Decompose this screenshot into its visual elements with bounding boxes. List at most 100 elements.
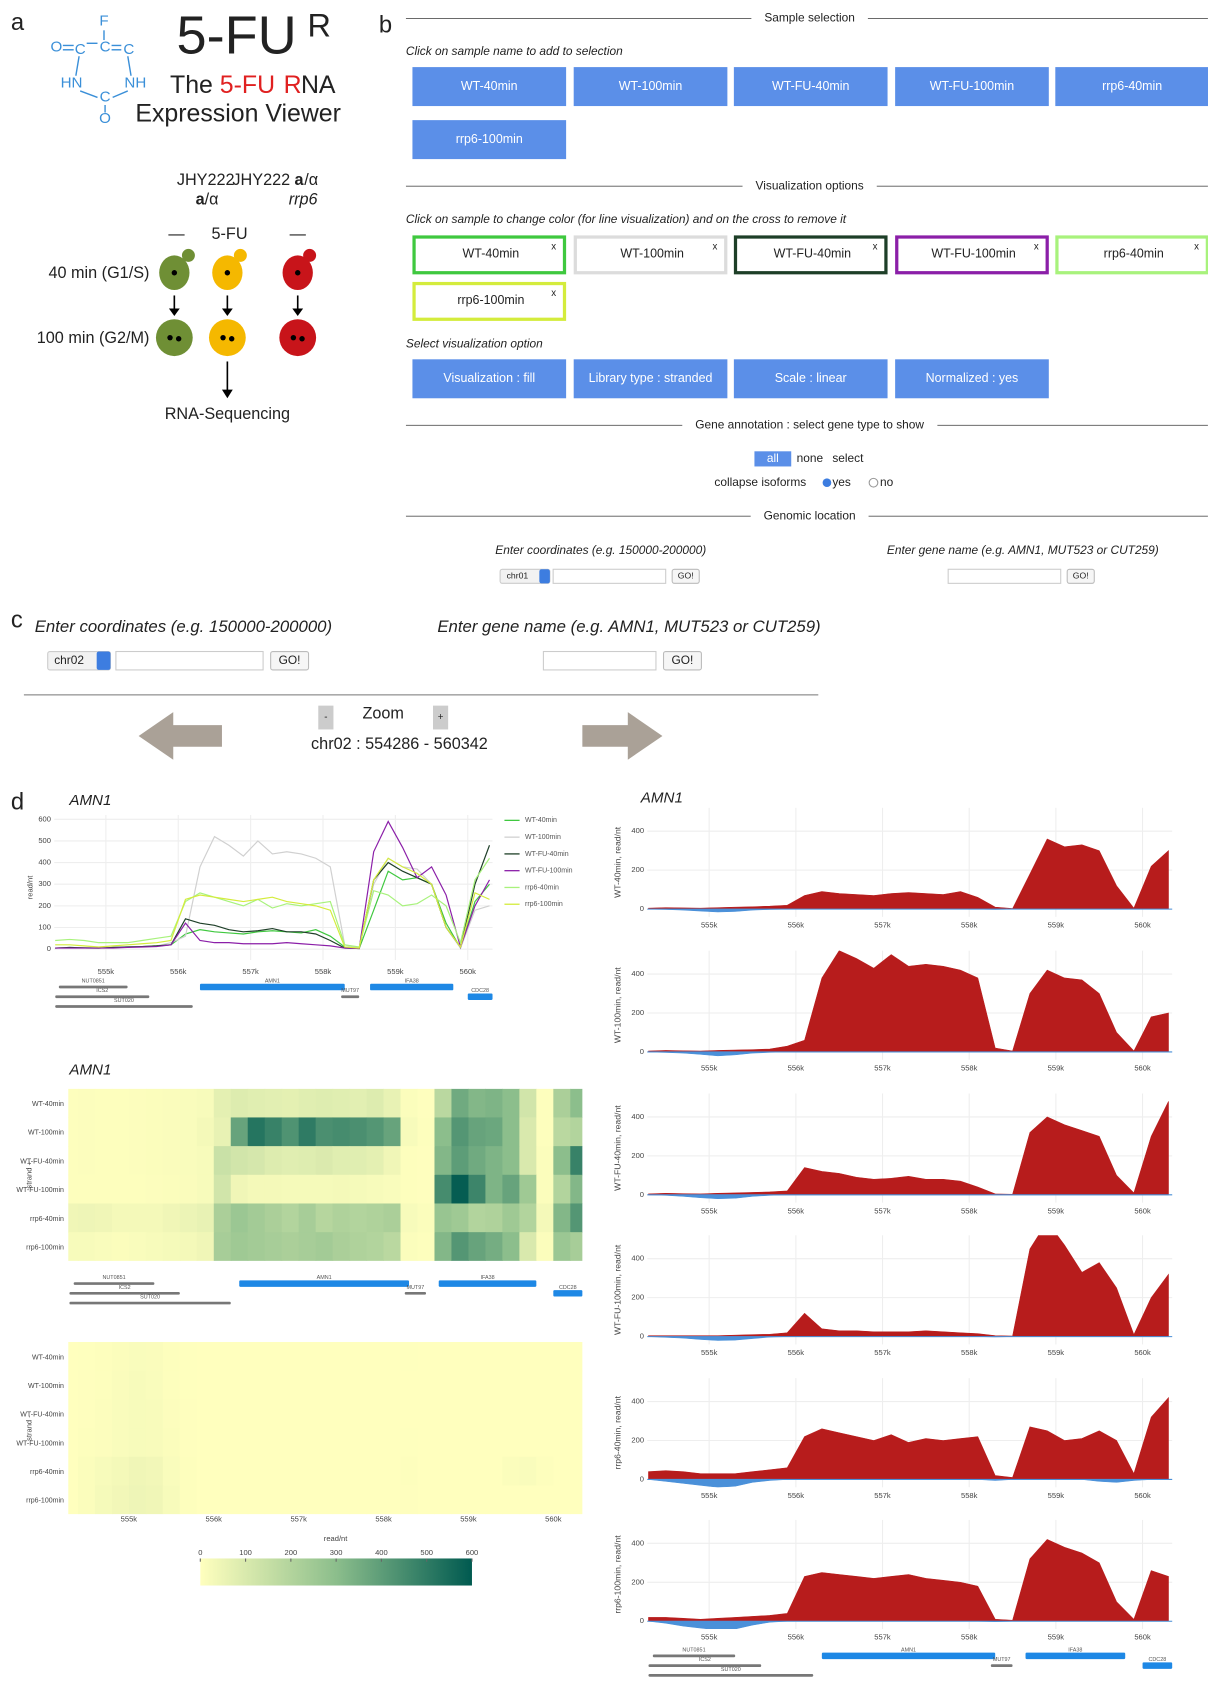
heatmap-cell (230, 1174, 249, 1205)
sample-button[interactable] (895, 67, 1049, 107)
heatmap-cell (94, 1428, 113, 1458)
heatmap-cell (502, 1399, 520, 1429)
heatmap-cell (451, 1428, 469, 1458)
selected-sample[interactable] (412, 281, 567, 321)
heatmap-cell (468, 1117, 486, 1147)
x-tick-label: 557k (874, 1633, 891, 1642)
panel-label: a (11, 9, 25, 36)
heatmap-cell (247, 1174, 266, 1205)
hint: Click on sample name to add to selection (406, 44, 623, 58)
option-button[interactable] (412, 359, 567, 399)
pan-right-arrow[interactable] (582, 712, 663, 760)
y-tick-label: 300 (38, 879, 51, 888)
sample-button[interactable] (412, 120, 567, 160)
heatmap-cell (536, 1370, 554, 1400)
y-tick-label: 0 (640, 1616, 644, 1625)
selected-sample[interactable] (412, 235, 567, 275)
pan-left-arrow[interactable] (138, 712, 222, 760)
heatmap-cell (366, 1117, 385, 1147)
go-button[interactable] (671, 568, 700, 584)
go-label: GO! (678, 571, 694, 581)
gene (438, 1280, 537, 1287)
option-button[interactable] (895, 359, 1049, 399)
go-button[interactable] (270, 650, 310, 671)
sample-button[interactable] (733, 67, 888, 107)
heatmap-cell (247, 1088, 266, 1118)
y-tick-label: 400 (631, 826, 644, 835)
selected-sample[interactable] (895, 235, 1049, 275)
radio[interactable] (868, 477, 879, 488)
timepoint: 100 min (G2/M) (37, 329, 150, 347)
row-label: WT-40min (32, 1101, 64, 1108)
go-button[interactable] (662, 650, 702, 671)
sample-button[interactable] (412, 67, 567, 107)
heatmap-cell (145, 1456, 164, 1486)
heatmap-cell (213, 1088, 232, 1118)
heatmap-cell (68, 1203, 79, 1233)
remove-button[interactable]: x (1194, 241, 1199, 252)
radio[interactable] (822, 478, 832, 488)
x-tick-label: 556k (788, 1063, 805, 1072)
selected-sample-label: WT-40min (463, 247, 520, 261)
heatmap-cell (332, 1146, 351, 1176)
y-axis-label: rrp6-40min, read/nt (612, 1395, 622, 1469)
heatmap-cell (502, 1342, 520, 1372)
heatmap-cell (230, 1342, 249, 1372)
gene (239, 1280, 410, 1287)
heatmap-cell (264, 1146, 283, 1176)
input[interactable] (947, 568, 1062, 584)
heatmap-cell (349, 1399, 368, 1429)
heatmap-cell (247, 1428, 266, 1458)
section-header: Sample selection (764, 11, 855, 25)
gene-type[interactable]: select (832, 451, 864, 465)
go-button[interactable] (1066, 568, 1095, 584)
heatmap-cell (94, 1485, 113, 1515)
selected-sample[interactable] (1055, 235, 1208, 275)
heatmap-cell (179, 1174, 198, 1205)
hint: Enter gene name (e.g. AMN1, MUT523 or CU… (437, 617, 820, 636)
heatmap-cell (128, 1342, 147, 1372)
molecule-bonds (62, 30, 132, 113)
sample-button[interactable] (1055, 67, 1208, 107)
heatmap-cell (162, 1399, 181, 1429)
gene-label: AMN1 (901, 1647, 916, 1653)
heatmap-cell (400, 1485, 419, 1515)
collapse-label: collapse isoforms (714, 475, 806, 489)
heatmap-cell (332, 1456, 351, 1486)
option-button[interactable] (573, 359, 728, 399)
heatmap-cell (366, 1146, 385, 1176)
remove-button[interactable]: x (551, 241, 556, 252)
heatmap-cell (196, 1370, 215, 1400)
remove-button[interactable]: x (873, 241, 878, 252)
heatmap-cell (400, 1370, 419, 1400)
row-label: WT-40min (32, 1354, 64, 1361)
hint: Enter coordinates (e.g. 150000-200000) (495, 543, 706, 557)
y-tick-label: 400 (631, 1112, 644, 1121)
sample-button[interactable] (573, 67, 728, 107)
heatmap-cell (349, 1088, 368, 1118)
selected-sample[interactable] (573, 235, 728, 275)
input[interactable] (552, 568, 667, 584)
zoom-label: Zoom (362, 705, 403, 723)
zoom-button[interactable] (433, 705, 449, 730)
input[interactable] (115, 650, 264, 671)
heatmap-cell (417, 1485, 436, 1515)
option-button-label: Library type : stranded (589, 371, 713, 385)
remove-button[interactable]: x (712, 241, 717, 252)
gene-type-button[interactable] (754, 451, 792, 467)
x-tick-label: 556k (788, 1491, 805, 1500)
selected-sample[interactable] (733, 235, 888, 275)
heatmap-cell (570, 1203, 583, 1233)
gene-type[interactable]: none (797, 451, 824, 465)
heatmap-cell (536, 1117, 554, 1147)
heatmap-cell (332, 1203, 351, 1233)
gene (652, 1654, 736, 1658)
option-button[interactable] (733, 359, 888, 399)
zoom-button[interactable] (318, 705, 334, 730)
remove-button[interactable]: x (1034, 241, 1039, 252)
atom: C (100, 39, 111, 56)
input[interactable] (542, 650, 657, 671)
x-tick-label: 559k (1048, 1063, 1065, 1072)
remove-button[interactable]: x (551, 288, 556, 299)
heatmap-cell (570, 1485, 583, 1515)
